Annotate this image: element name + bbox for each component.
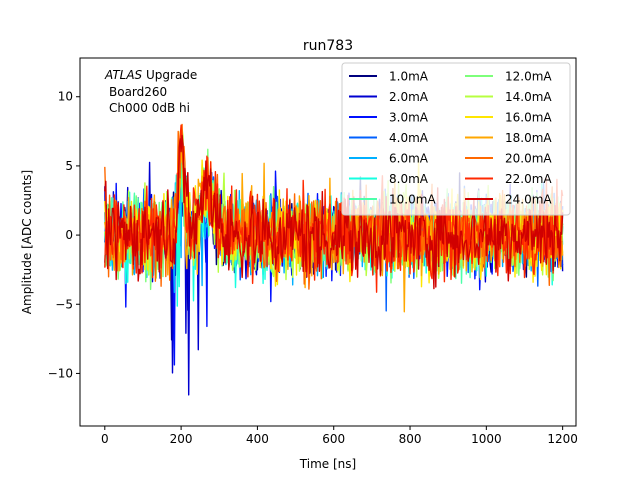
- legend-label: 6.0mA: [389, 152, 429, 166]
- annotation-block: ATLAS Upgrade Board260 Ch000 0dB hi: [104, 68, 197, 115]
- y-tick-label: 0: [65, 228, 73, 242]
- legend-label: 22.0mA: [505, 172, 552, 186]
- legend-label: 12.0mA: [505, 70, 552, 84]
- annotation-atlas-italic: ATLAS: [104, 68, 143, 82]
- x-tick-label: 0: [101, 432, 109, 446]
- y-tick-label: −5: [55, 297, 73, 311]
- series-line-24.0mA: [104, 134, 564, 290]
- x-axis-label: Time [ns]: [299, 457, 356, 471]
- legend-label: 2.0mA: [389, 90, 429, 104]
- y-axis: −10 −5 0 5 10: [48, 90, 80, 380]
- legend-label: 16.0mA: [505, 111, 552, 125]
- annotation-atlas: ATLAS Upgrade: [104, 68, 197, 82]
- annotation-atlas-rest: Upgrade: [142, 68, 197, 82]
- y-tick-label: 10: [58, 90, 73, 104]
- legend-label: 24.0mA: [505, 193, 552, 207]
- x-tick-label: 1000: [471, 432, 502, 446]
- legend-label: 10.0mA: [389, 193, 436, 207]
- x-tick-label: 200: [170, 432, 193, 446]
- legend-label: 8.0mA: [389, 172, 429, 186]
- y-axis-label: Amplitude [ADC counts]: [20, 170, 34, 314]
- x-tick-label: 600: [322, 432, 345, 446]
- x-axis: 0 200 400 600 800 1000 1200: [101, 426, 578, 446]
- annotation-channel: Ch000 0dB hi: [109, 101, 190, 115]
- x-tick-label: 1200: [547, 432, 578, 446]
- legend-label: 20.0mA: [505, 152, 552, 166]
- y-tick-label: 5: [65, 159, 73, 173]
- legend-label: 14.0mA: [505, 90, 552, 104]
- legend-label: 4.0mA: [389, 131, 429, 145]
- legend-label: 1.0mA: [389, 70, 429, 84]
- annotation-board: Board260: [109, 85, 167, 99]
- legend-label: 18.0mA: [505, 131, 552, 145]
- x-tick-label: 400: [246, 432, 269, 446]
- legend: 1.0mA 2.0mA 3.0mA 4.0mA 6.0mA 8.0mA 10.0mA 12.0…: [341, 62, 571, 216]
- y-tick-label: −10: [48, 366, 73, 380]
- legend-box: [341, 62, 571, 216]
- legend-label: 3.0mA: [389, 111, 429, 125]
- chart-title: run783: [303, 38, 353, 54]
- plot-frame: [79, 57, 577, 427]
- x-tick-label: 800: [399, 432, 422, 446]
